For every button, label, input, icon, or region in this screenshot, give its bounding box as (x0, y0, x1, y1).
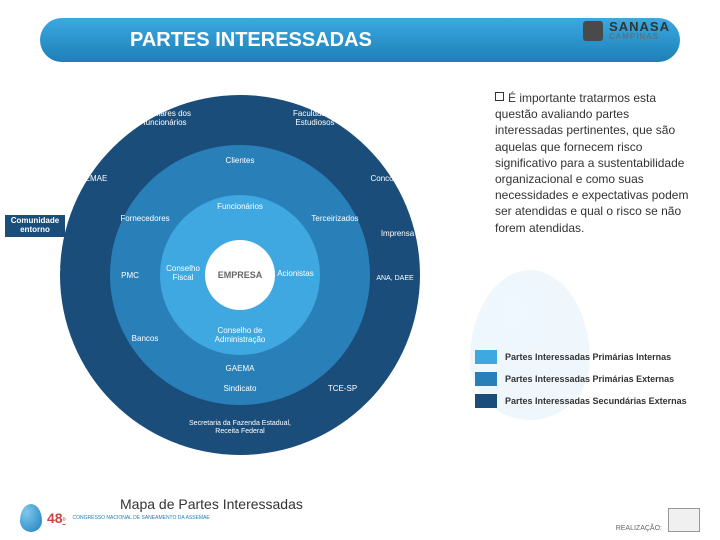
stakeholder-diagram: EMPRESA Funcionários Conselho Fiscal Aci… (15, 75, 465, 475)
ol-l4: Câmara Municipal (Vereadores) (5, 343, 65, 358)
footer-right: REALIZAÇÃO: (616, 508, 700, 532)
mid-left2: PMC (115, 272, 145, 281)
mid-bottom2: Sindicato (215, 385, 265, 394)
side-text-content: É importante tratarmos esta questão aval… (495, 91, 688, 235)
legend-label-1: Partes Interessadas Primárias Externas (505, 374, 674, 384)
or-r: Concorrentes (367, 175, 422, 184)
ol-l3: ARES PCJ, Secr. do Verde, CONDEMA, CETES… (3, 265, 63, 296)
legend-label-0: Partes Interessadas Primárias Internas (505, 352, 671, 362)
mid-bottom: GAEMA (220, 365, 260, 374)
or-l: ASSEMAE (63, 175, 113, 184)
footer-logo-icon (668, 508, 700, 532)
inner-top: Funcionários (205, 203, 275, 212)
logo-top: SANASA CAMPINAS (583, 20, 670, 41)
or-tr: Faculdade e Estudiosos (280, 110, 350, 128)
ol-r3: Consórcio PCJ + Comitê das Bacias Hidrog… (420, 270, 475, 301)
or-br2: TCE-SP (320, 385, 365, 394)
event-ordinal: º (63, 516, 66, 525)
legend-swatch-0 (475, 350, 497, 364)
mid-left: Fornecedores (115, 215, 175, 224)
inner-bottom: Conselho de Administração (200, 327, 280, 345)
bullet-icon (495, 92, 504, 101)
ol-bl: Ministério Público (40, 410, 95, 425)
footer-left: 48 º CONGRESSO NACIONAL DE SANEAMENTO DA… (20, 504, 210, 532)
inner-right: Acionistas (273, 270, 318, 279)
event-lines: CONGRESSO NACIONAL DE SANEAMENTO DA ASSE… (73, 516, 210, 521)
or-b: Secretaria da Fazenda Estadual, Receita … (185, 420, 295, 435)
center-label: EMPRESA (218, 270, 263, 280)
page-title: PARTES INTERESSADAS (130, 29, 372, 52)
ol-l2: Comunidade entorno (5, 215, 65, 237)
ol-br: Gerações Futuras (410, 350, 460, 365)
legend-swatch-2 (475, 394, 497, 408)
or-tl: Familiares dos funcionários (125, 110, 205, 128)
mid-top: Clientes (215, 157, 265, 166)
legend-row: Partes Interessadas Primárias Internas (475, 350, 695, 364)
legend-label-2: Partes Interessadas Secundárias Externas (505, 396, 687, 406)
legend-row: Partes Interessadas Secundárias Externas (475, 394, 695, 408)
mid-bl: Bancos (125, 335, 165, 344)
house-icon (583, 21, 603, 41)
or-r4: ANA, DAEE (370, 275, 420, 283)
ring-center: EMPRESA (205, 240, 275, 310)
legend-swatch-1 (475, 372, 497, 386)
side-paragraph: É importante tratarmos esta questão aval… (495, 90, 695, 236)
drop-icon (20, 504, 42, 532)
event-number: 48 (47, 510, 63, 526)
or-r2: Imprensa (375, 230, 420, 239)
logo-sub: CAMPINAS (609, 33, 670, 41)
legend: Partes Interessadas Primárias Internas P… (475, 350, 695, 416)
mid-right: Terceirizados (305, 215, 365, 224)
realization-label: REALIZAÇÃO: (616, 525, 662, 532)
inner-left: Conselho Fiscal (163, 265, 203, 283)
legend-row: Partes Interessadas Primárias Externas (475, 372, 695, 386)
